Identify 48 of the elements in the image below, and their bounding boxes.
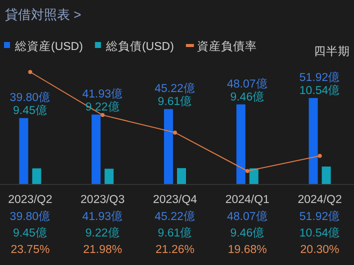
text: 9.45億 (13, 105, 48, 118)
bar (308, 98, 318, 184)
bar (177, 168, 186, 184)
bar (322, 166, 331, 184)
data-label: 21.26% (155, 244, 195, 256)
data-label: 19.68% (228, 244, 267, 256)
text: 51.92億 (299, 72, 340, 84)
data-label: 9.61億 (158, 226, 192, 240)
text: 39.80億 (10, 92, 51, 104)
data-label: 9.45億 (13, 226, 48, 240)
data-label: 9.46億 (230, 226, 265, 240)
x-tick-label: 2023/Q4 (152, 194, 198, 206)
text: 10.54億 (299, 85, 340, 97)
point (100, 113, 105, 118)
bar (249, 168, 258, 184)
bar (164, 109, 173, 184)
data-label: 51.92億 (299, 209, 340, 223)
legend-label: 資産負債率 (196, 39, 257, 53)
text: 四半期 (314, 45, 350, 58)
point (318, 154, 322, 158)
text: 41.93億 (82, 88, 123, 101)
x-tick-label: 2023/Q2 (8, 194, 52, 206)
point (173, 130, 177, 135)
legend-label: 総負債(USD) (104, 40, 174, 53)
data-label: 9.22億 (85, 226, 120, 240)
data-label: 48.07億 (227, 209, 268, 223)
bar (236, 104, 246, 184)
bar (92, 114, 101, 184)
text: 9.46億 (230, 91, 265, 104)
data-label: 20.30% (300, 244, 340, 256)
data-label: 41.93億 (82, 209, 123, 223)
point (245, 169, 250, 173)
data-label: 39.80億 (10, 209, 51, 223)
x-tick-label: 2024/Q2 (298, 194, 342, 206)
data-label: 10.54億 (299, 226, 340, 240)
bar (19, 118, 28, 184)
data-label: 45.22億 (154, 209, 196, 223)
data-label: 21.98% (83, 244, 122, 256)
text: 48.07億 (227, 78, 268, 90)
bar (104, 168, 114, 184)
text: 45.22億 (154, 83, 196, 96)
data-label: 23.75% (10, 244, 50, 256)
x-tick-label: 2024/Q1 (225, 194, 270, 206)
chart-title: 貸借対照表 > (5, 7, 82, 22)
x-tick-label: 2023/Q3 (80, 194, 125, 206)
legend-label: 総資産(USD) (14, 39, 84, 53)
text: 9.61億 (158, 96, 192, 108)
bar (32, 168, 42, 184)
